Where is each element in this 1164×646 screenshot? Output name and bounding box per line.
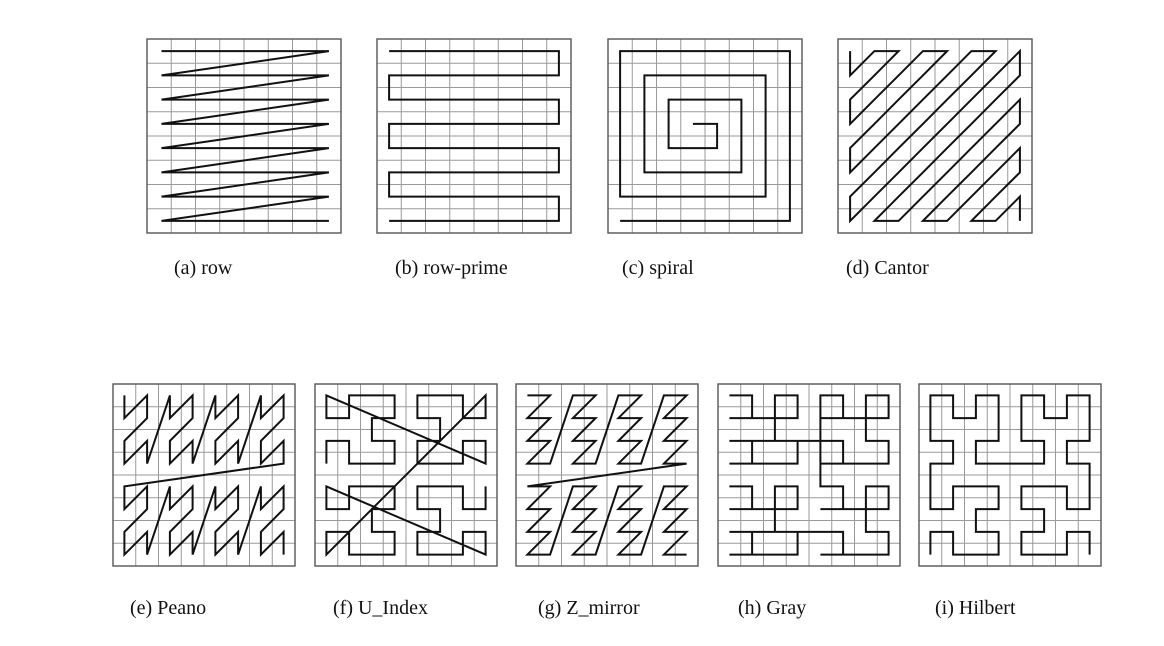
curve-path — [388, 50, 560, 222]
panel-frame — [515, 383, 699, 567]
cantor-curve-diagram — [837, 38, 1033, 234]
panel-frame — [837, 38, 1033, 234]
caption-spiral: (c) spiral — [622, 257, 694, 279]
caption-row-prime: (b) row-prime — [395, 257, 508, 279]
panel-hilbert — [918, 383, 1102, 567]
panel-frame — [607, 38, 803, 234]
caption-peano: (e) Peano — [130, 597, 207, 619]
panel-row-prime — [376, 38, 572, 234]
panel-spiral — [607, 38, 803, 234]
curve-path — [849, 48, 1021, 224]
grid-lines — [376, 38, 572, 234]
row-prime-curve-diagram — [376, 38, 572, 234]
caption-row: (a) row — [174, 257, 233, 279]
panel-row — [146, 38, 342, 234]
panel-peano — [112, 383, 296, 567]
curve-path — [929, 394, 1091, 556]
panel-u-index — [314, 383, 498, 567]
curve-path — [619, 50, 791, 222]
curve-path — [123, 392, 285, 558]
panel-frame — [146, 38, 342, 234]
peano-curve-diagram — [112, 383, 296, 567]
curve-path — [729, 394, 890, 556]
panel-frame — [314, 383, 498, 567]
caption-gray: (h) Gray — [738, 597, 807, 619]
caption-cantor: (d) Cantor — [846, 257, 929, 279]
z-mirror-curve-diagram — [515, 383, 699, 567]
curve-path — [325, 392, 487, 558]
u-index-curve-diagram — [314, 383, 498, 567]
hilbert-curve-diagram — [918, 383, 1102, 567]
grid-lines — [607, 38, 803, 234]
panel-frame — [112, 383, 296, 567]
grid-lines — [717, 383, 901, 567]
gray-curve-diagram — [717, 383, 901, 567]
curve-path — [524, 394, 690, 556]
curve-path — [161, 50, 330, 222]
panel-z-mirror — [515, 383, 699, 567]
caption-hilbert: (i) Hilbert — [935, 597, 1016, 619]
caption-z-mirror: (g) Z_mirror — [538, 597, 640, 619]
panel-gray — [717, 383, 901, 567]
caption-u-index: (f) U_Index — [333, 597, 428, 619]
panel-frame — [918, 383, 1102, 567]
grid-lines — [918, 383, 1102, 567]
panel-frame — [717, 383, 901, 567]
panel-frame — [376, 38, 572, 234]
spiral-curve-diagram — [607, 38, 803, 234]
row-curve-diagram — [146, 38, 342, 234]
panel-cantor — [837, 38, 1033, 234]
